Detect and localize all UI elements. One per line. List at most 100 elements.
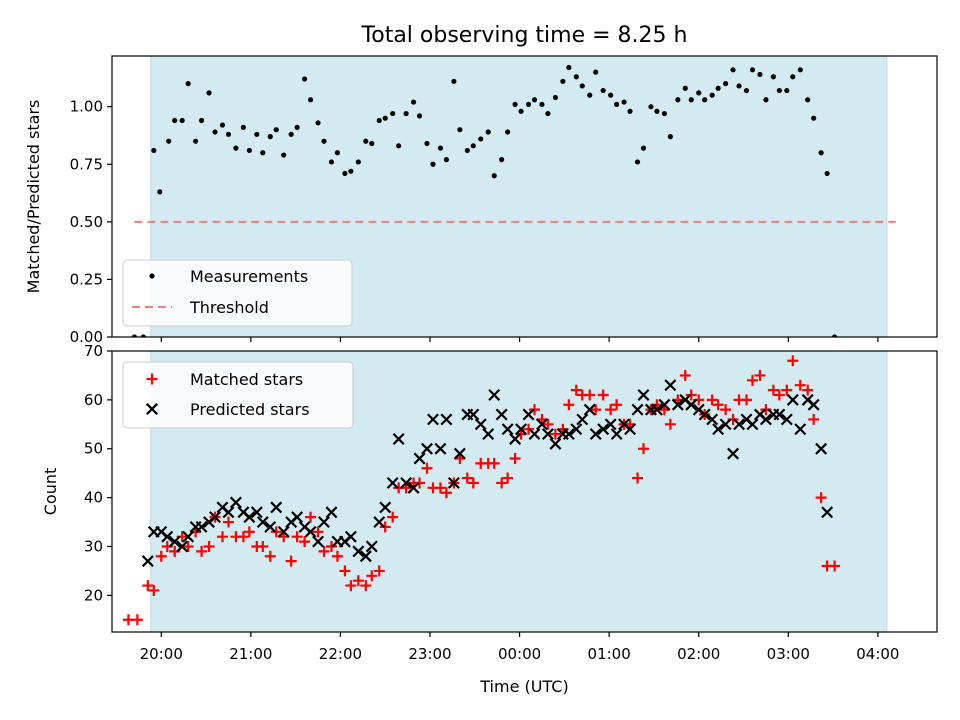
predicted-star-marker — [291, 511, 304, 524]
measurement-point — [640, 145, 647, 151]
measurement-point — [709, 92, 715, 98]
measurement-point — [505, 129, 511, 135]
measurement-point — [525, 101, 532, 107]
x-tick-label: 03:00 — [767, 645, 810, 663]
matched-star-marker — [712, 399, 724, 411]
matched-star-marker — [496, 477, 508, 489]
matched-star-marker — [746, 374, 758, 386]
measurement-point — [376, 117, 382, 124]
measurement-point — [348, 168, 354, 174]
matched-star-marker — [523, 423, 535, 435]
measurement-point — [240, 124, 246, 131]
legend-label-predicted: Predicted stars — [190, 400, 310, 419]
predicted-star-marker — [434, 442, 447, 455]
predicted-star-marker — [209, 511, 221, 524]
top-legend-box — [122, 259, 353, 327]
matched-star-marker — [720, 404, 732, 416]
predicted-star-marker — [467, 408, 480, 421]
measurement-point — [688, 97, 694, 103]
predicted-star-marker — [501, 423, 514, 436]
measurement-point — [267, 134, 273, 140]
matched-star-marker — [685, 389, 697, 401]
predicted-star-marker — [365, 540, 378, 553]
matched-star-marker — [434, 482, 446, 494]
measurement-point — [531, 97, 538, 103]
measurement-point — [151, 147, 157, 154]
measurement-point — [478, 136, 484, 142]
measurement-point — [518, 108, 524, 114]
predicted-star-marker — [576, 413, 589, 426]
predicted-star-marker — [589, 428, 602, 441]
measurement-point — [805, 97, 811, 103]
predicted-star-marker — [773, 408, 786, 421]
y-tick-label: 70 — [84, 342, 103, 360]
matched-star-marker — [637, 443, 649, 455]
measurement-point — [273, 127, 279, 133]
measurement-point — [233, 145, 239, 151]
matched-star-marker — [815, 492, 827, 504]
predicted-star-marker — [746, 418, 759, 431]
top-legend: Measurements Threshold — [122, 259, 353, 327]
predicted-star-marker — [562, 428, 575, 441]
matched-star-marker — [142, 580, 154, 592]
matched-star-marker — [182, 540, 194, 552]
predicted-star-marker — [195, 520, 208, 533]
matched-star-marker — [203, 540, 215, 552]
measurement-point — [424, 140, 430, 147]
predicted-star-marker — [304, 525, 317, 538]
measurement-point — [552, 94, 559, 101]
measurement-point — [179, 117, 185, 124]
predicted-star-marker — [549, 437, 562, 450]
matched-star-marker — [299, 536, 311, 548]
predicted-star-marker — [671, 398, 684, 411]
measurement-point — [301, 76, 308, 82]
legend-predicted-marker — [146, 403, 158, 415]
measurement-point — [288, 131, 294, 137]
measurement-point — [328, 159, 335, 165]
predicted-star-marker — [522, 408, 535, 421]
matched-star-marker — [264, 550, 276, 562]
predicted-star-marker — [610, 428, 623, 441]
predicted-star-marker — [570, 423, 583, 436]
predicted-star-marker — [733, 418, 746, 431]
measurement-point — [410, 99, 417, 105]
measurement-point — [797, 67, 803, 73]
y-tick-label: 20 — [84, 586, 103, 604]
predicted-star-marker — [359, 550, 372, 563]
predicted-star-marker — [447, 476, 460, 489]
count-points — [122, 355, 841, 626]
matched-star-marker — [366, 570, 378, 582]
measurement-point — [198, 117, 205, 124]
predicted-star-marker — [400, 476, 413, 489]
matched-star-marker — [318, 545, 330, 557]
measurement-point — [246, 147, 252, 154]
matched-star-marker — [563, 399, 575, 411]
legend-label-matched: Matched stars — [190, 370, 303, 389]
measurement-point — [464, 147, 470, 154]
matched-star-marker — [331, 550, 343, 562]
measurement-point — [675, 97, 681, 103]
matched-star-marker — [829, 560, 841, 572]
y-tick-label: 40 — [84, 489, 103, 507]
matched-star-marker — [794, 379, 806, 391]
predicted-star-marker — [379, 501, 392, 514]
measurement-point — [185, 81, 191, 87]
matched-star-marker — [312, 526, 324, 538]
matched-star-marker — [196, 545, 208, 557]
predicted-star-marker — [352, 545, 365, 558]
matched-star-marker — [379, 521, 391, 533]
matched-star-marker — [808, 413, 820, 425]
measurement-point — [451, 78, 457, 84]
measurement-point — [593, 69, 599, 75]
measurement-point — [206, 90, 212, 96]
measurement-point — [193, 138, 199, 144]
predicted-star-marker — [815, 442, 828, 455]
matched-star-marker — [325, 540, 337, 552]
predicted-star-marker — [727, 447, 740, 460]
measurement-point — [749, 67, 756, 73]
bottom-axes-frame — [111, 350, 938, 633]
measurement-point — [763, 97, 769, 103]
matched-star-marker — [597, 389, 609, 401]
measurement-point — [811, 115, 817, 121]
